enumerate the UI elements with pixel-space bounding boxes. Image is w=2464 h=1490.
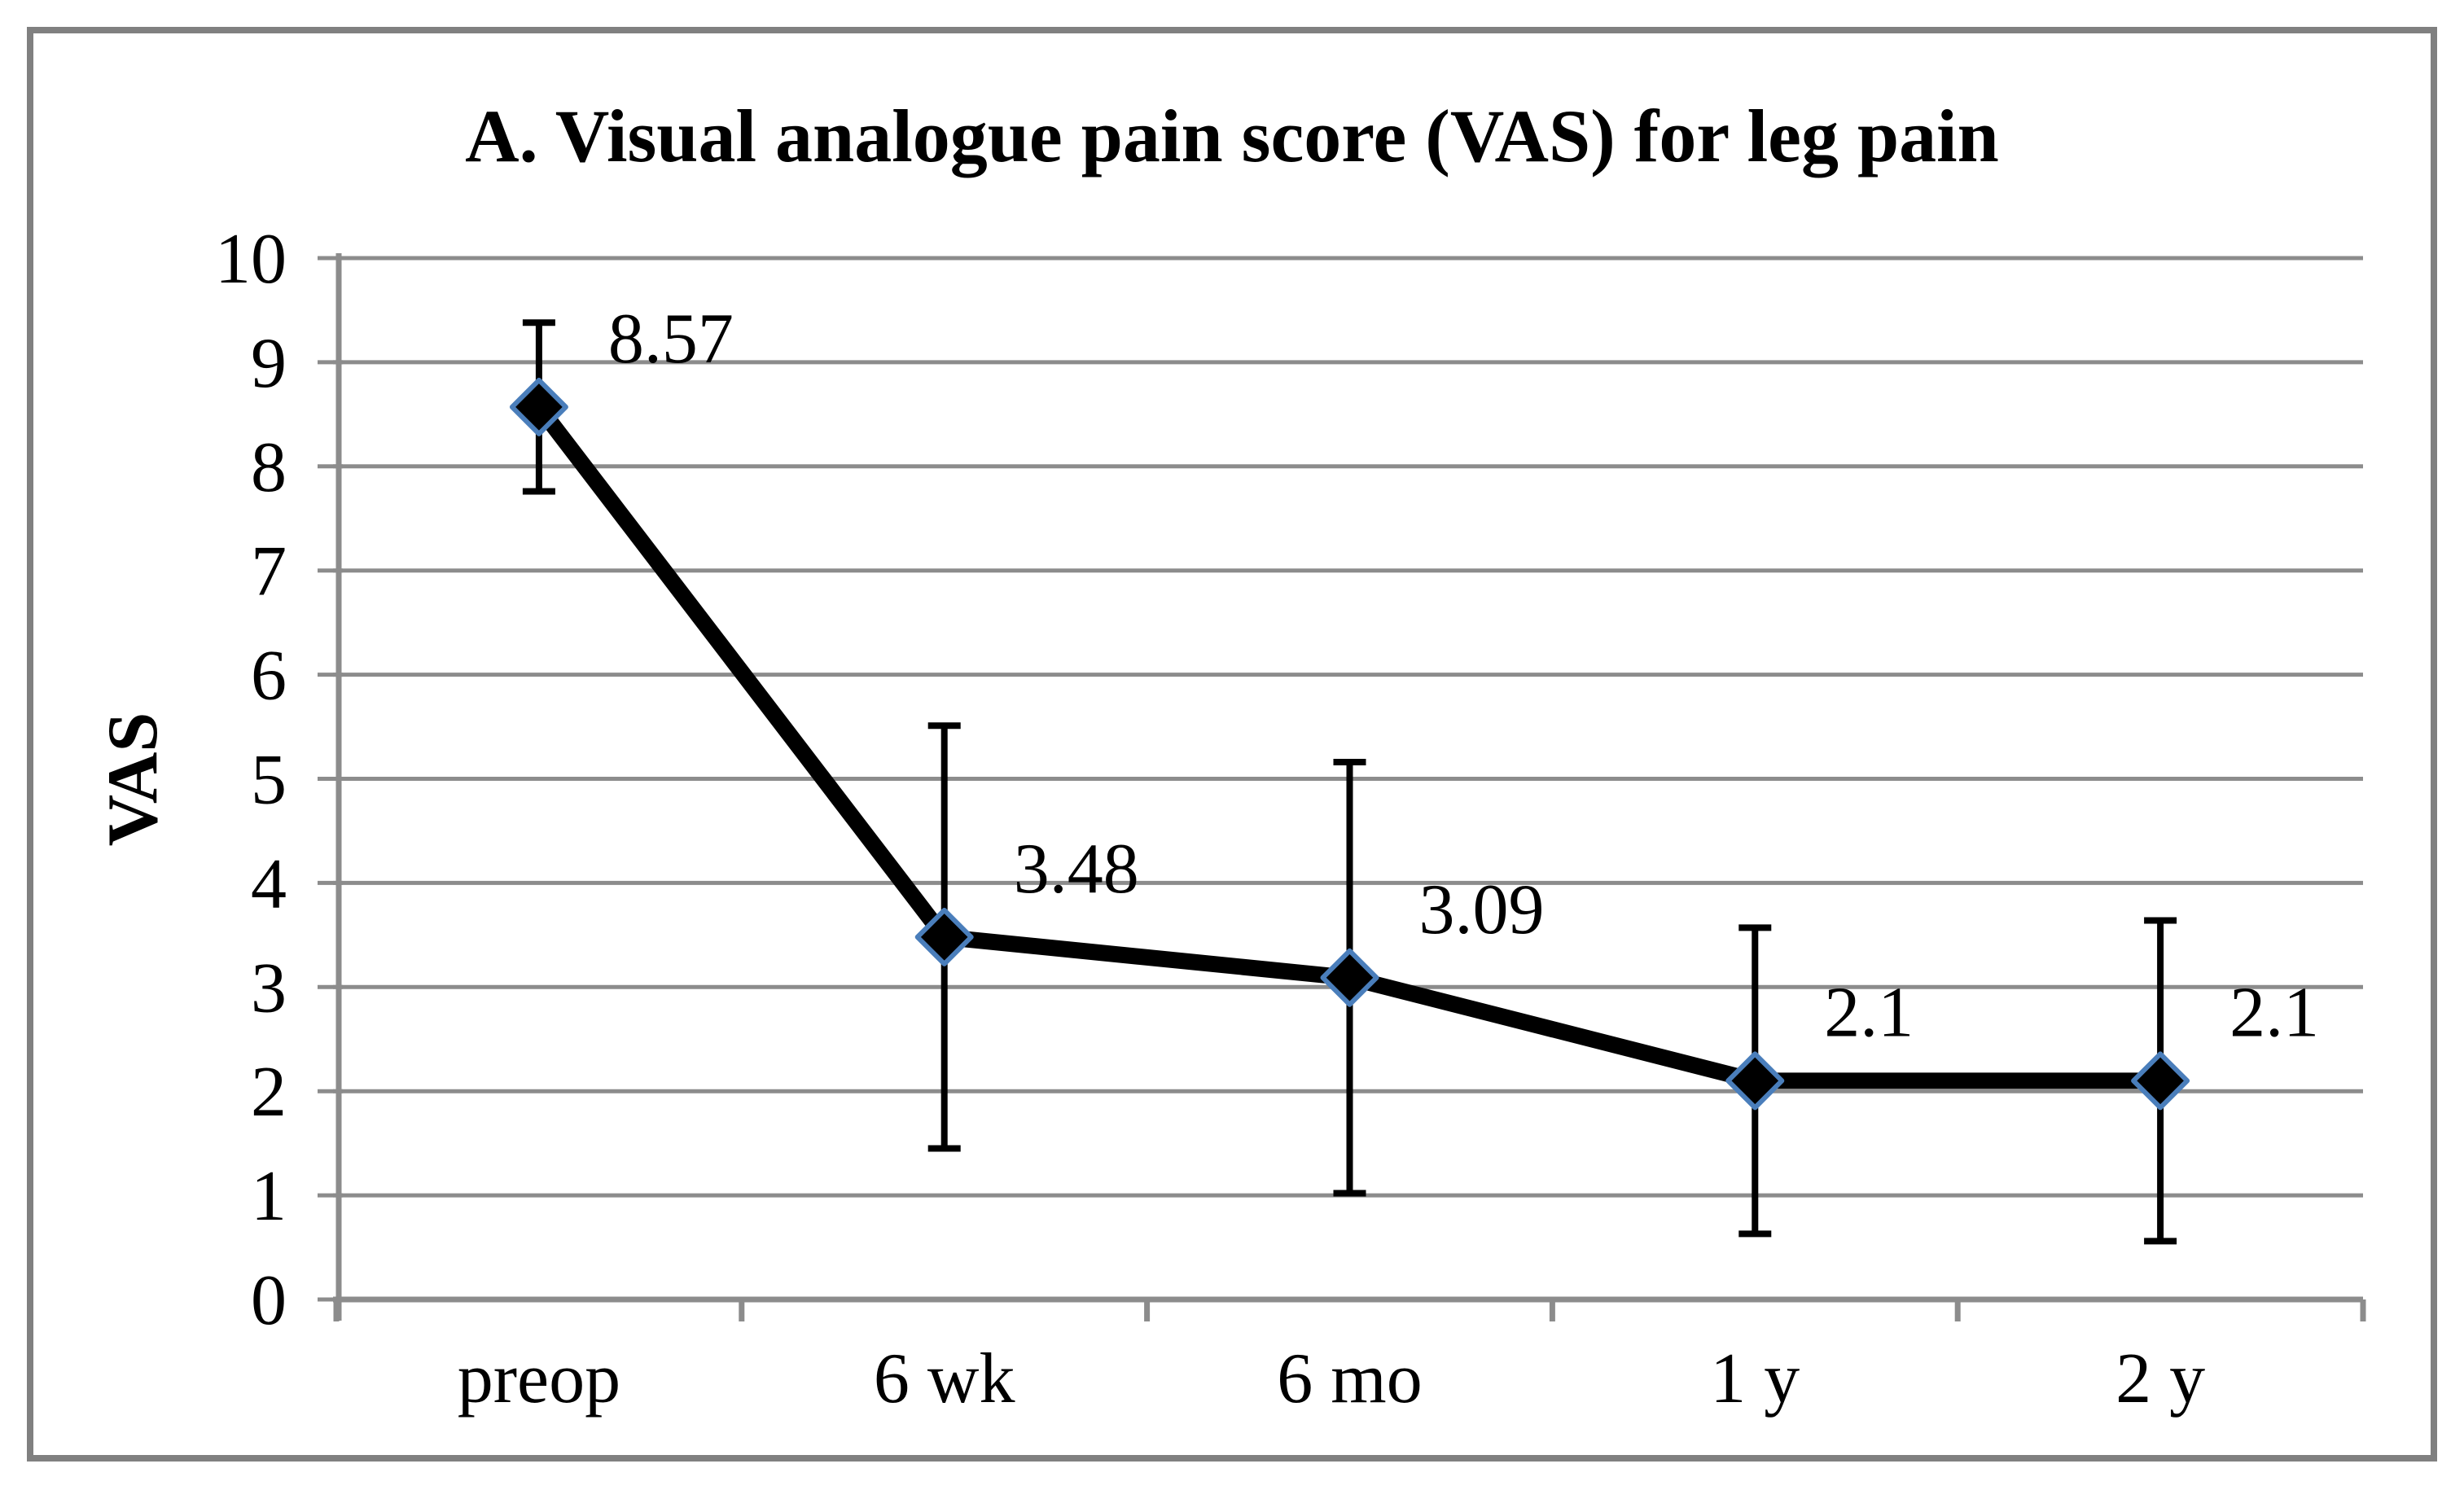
- data-label: 3.48: [1014, 830, 1139, 909]
- y-tick-label: 10: [215, 220, 287, 299]
- chart-title: A. Visual analogue pain score (VAS) for …: [465, 94, 1999, 177]
- data-labels-layer: 8.57 3.48 3.09 2.1 2.1: [608, 300, 2319, 1053]
- markers-layer: [509, 377, 2190, 1111]
- figure-border-frame: [27, 27, 2437, 1462]
- y-tick-label: 6: [251, 637, 287, 716]
- error-bars-layer: [522, 319, 2177, 1245]
- x-tick-label: 1 y: [1710, 1339, 1800, 1418]
- data-label: 3.09: [1419, 870, 1545, 949]
- y-tick-label: 2: [251, 1053, 287, 1132]
- y-tick-label: 4: [251, 844, 287, 923]
- x-tick-label: 6 wk: [874, 1339, 1015, 1418]
- data-point-marker: [914, 907, 974, 966]
- y-tick-label: 3: [251, 949, 287, 1028]
- y-axis-title: VAS: [94, 712, 173, 847]
- data-point-marker: [509, 377, 568, 436]
- axes-layer: [318, 253, 2366, 1321]
- tick-labels-layer: 0 1 2 3 4 5 6 7 8 9 10 preop 6 wk 6 mo 1 y 2 y: [215, 220, 2205, 1418]
- data-label: 2.1: [2229, 973, 2319, 1052]
- data-point-marker: [2131, 1051, 2190, 1111]
- x-tick-label: 6 mo: [1277, 1339, 1422, 1418]
- y-tick-label: 8: [251, 428, 287, 507]
- y-tick-label: 9: [251, 324, 287, 403]
- y-tick-label: 1: [251, 1157, 287, 1236]
- data-point-marker: [1320, 948, 1379, 1007]
- data-point-marker: [1725, 1051, 1785, 1111]
- y-tick-label: 0: [251, 1261, 287, 1340]
- data-label: 2.1: [1824, 973, 1914, 1052]
- y-tick-label: 7: [251, 532, 287, 611]
- x-tick-label: preop: [458, 1339, 620, 1418]
- data-label: 8.57: [608, 300, 734, 379]
- y-tick-label: 5: [251, 741, 287, 820]
- x-tick-label: 2 y: [2115, 1339, 2205, 1418]
